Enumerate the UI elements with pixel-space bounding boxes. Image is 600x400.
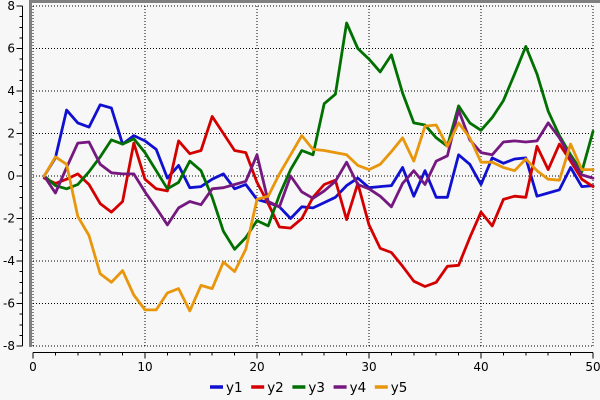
x-tick-label: 50: [585, 360, 600, 374]
y-tick-label: 6: [7, 42, 15, 56]
x-tick-label: 30: [361, 360, 376, 374]
legend-item-y5: y5: [374, 380, 408, 396]
plot-frame-top: [29, 0, 600, 3]
x-tick-label: 20: [249, 360, 264, 374]
legend-label-y1: y1: [226, 380, 243, 396]
legend-item-y1: y1: [210, 380, 243, 396]
legend-item-y3: y3: [292, 380, 325, 396]
y-tick-label: -8: [3, 339, 15, 353]
y-tick-label: 0: [7, 169, 15, 183]
y-tick-label: -2: [3, 212, 15, 226]
series-line-y4: [42, 108, 595, 227]
legend-label-y2: y2: [267, 380, 284, 396]
legend-label-y5: y5: [391, 380, 408, 396]
series-line-y2: [42, 115, 595, 288]
x-tick-label: 0: [29, 360, 37, 374]
legend-label-y3: y3: [308, 380, 325, 396]
series-line-y3: [42, 21, 595, 251]
legend-item-y2: y2: [251, 380, 284, 396]
series-line-y5: [42, 121, 595, 313]
x-tick-label: 10: [137, 360, 152, 374]
series-line-y1: [42, 103, 595, 220]
x-tick-label: 40: [473, 360, 488, 374]
plot-frame-left: [29, 0, 32, 347]
y-tick-label: -6: [3, 297, 15, 311]
y-tick-label: 8: [7, 0, 15, 13]
legend-item-y4: y4: [333, 380, 367, 396]
y-tick-label: 2: [7, 127, 15, 141]
y-tick-label: -4: [3, 254, 15, 268]
y-tick-label: 4: [7, 84, 15, 98]
legend-label-y4: y4: [350, 380, 367, 396]
